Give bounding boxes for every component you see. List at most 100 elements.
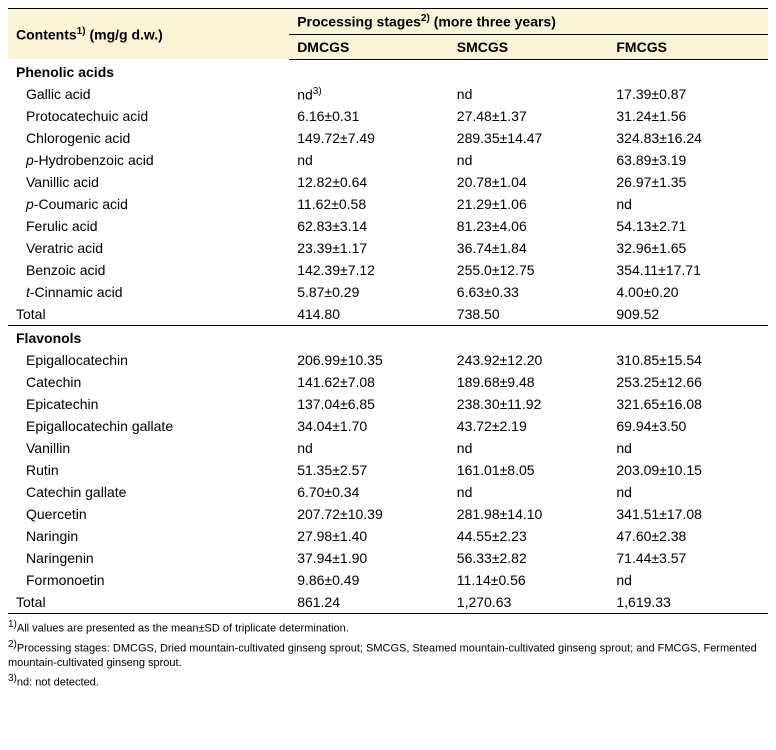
col-dmcgs: DMCGS	[289, 34, 449, 59]
cell-value: nd	[608, 481, 768, 503]
row-label: Formonoetin	[8, 569, 289, 591]
total-label: Total	[8, 303, 289, 326]
cell-value: 27.98±1.40	[289, 525, 449, 547]
row-label: Veratric acid	[8, 237, 289, 259]
cell-value: 11.14±0.56	[449, 569, 609, 591]
row-label: Epigallocatechin gallate	[8, 415, 289, 437]
row-label: Naringenin	[8, 547, 289, 569]
total-label: Total	[8, 591, 289, 614]
row-label: Naringin	[8, 525, 289, 547]
cell-value: 289.35±14.47	[449, 127, 609, 149]
cell-value: 255.0±12.75	[449, 259, 609, 281]
cell-value: nd	[289, 149, 449, 171]
cell-value: 203.09±10.15	[608, 459, 768, 481]
cell-value: 62.83±3.14	[289, 215, 449, 237]
cell-value: 207.72±10.39	[289, 503, 449, 525]
cell-value: 4.00±0.20	[608, 281, 768, 303]
cell-value: 354.11±17.71	[608, 259, 768, 281]
cell-value: 54.13±2.71	[608, 215, 768, 237]
cell-value: 5.87±0.29	[289, 281, 449, 303]
row-label: p-Hydrobenzoic acid	[8, 149, 289, 171]
cell-value: 142.39±7.12	[289, 259, 449, 281]
cell-value: 281.98±14.10	[449, 503, 609, 525]
row-label: Epicatechin	[8, 393, 289, 415]
col-smcgs: SMCGS	[449, 34, 609, 59]
total-value: 909.52	[608, 303, 768, 326]
row-label: Quercetin	[8, 503, 289, 525]
cell-value: 71.44±3.57	[608, 547, 768, 569]
row-label: Catechin	[8, 371, 289, 393]
cell-value: nd	[449, 149, 609, 171]
cell-value: 44.55±2.23	[449, 525, 609, 547]
cell-value: 63.89±3.19	[608, 149, 768, 171]
cell-value: 34.04±1.70	[289, 415, 449, 437]
cell-value: 56.33±2.82	[449, 547, 609, 569]
section-title: Flavonols	[8, 326, 768, 350]
section-title: Phenolic acids	[8, 59, 768, 83]
data-table: Contents1) (mg/g d.w.) Processing stages…	[8, 8, 768, 614]
footnotes: 1)All values are presented as the mean±S…	[8, 618, 768, 690]
footnote-3: 3)nd: not detected.	[8, 672, 768, 691]
total-value: 861.24	[289, 591, 449, 614]
total-value: 738.50	[449, 303, 609, 326]
cell-value: 324.83±16.24	[608, 127, 768, 149]
row-label: Vanillic acid	[8, 171, 289, 193]
cell-value: 12.82±0.64	[289, 171, 449, 193]
cell-value: 189.68±9.48	[449, 371, 609, 393]
cell-value: 81.23±4.06	[449, 215, 609, 237]
cell-value: 253.25±12.66	[608, 371, 768, 393]
cell-value: 26.97±1.35	[608, 171, 768, 193]
row-label: Rutin	[8, 459, 289, 481]
row-label: Benzoic acid	[8, 259, 289, 281]
cell-value: nd	[608, 569, 768, 591]
cell-value: 6.63±0.33	[449, 281, 609, 303]
cell-value: nd	[449, 83, 609, 106]
header-stages: Processing stages2) (more three years)	[289, 9, 768, 35]
cell-value: 6.70±0.34	[289, 481, 449, 503]
cell-value: nd	[608, 193, 768, 215]
cell-value: 238.30±11.92	[449, 393, 609, 415]
row-label: Gallic acid	[8, 83, 289, 106]
cell-value: nd	[449, 481, 609, 503]
row-label: Protocatechuic acid	[8, 105, 289, 127]
row-label: Ferulic acid	[8, 215, 289, 237]
cell-value: 11.62±0.58	[289, 193, 449, 215]
cell-value: 23.39±1.17	[289, 237, 449, 259]
cell-value: 137.04±6.85	[289, 393, 449, 415]
cell-value: nd	[449, 437, 609, 459]
row-label: Chlorogenic acid	[8, 127, 289, 149]
cell-value: 341.51±17.08	[608, 503, 768, 525]
cell-value: 6.16±0.31	[289, 105, 449, 127]
cell-value: nd3)	[289, 83, 449, 106]
cell-value: 47.60±2.38	[608, 525, 768, 547]
table-header: Contents1) (mg/g d.w.) Processing stages…	[8, 9, 768, 60]
cell-value: 51.35±2.57	[289, 459, 449, 481]
cell-value: 21.29±1.06	[449, 193, 609, 215]
cell-value: 149.72±7.49	[289, 127, 449, 149]
cell-value: 321.65±16.08	[608, 393, 768, 415]
cell-value: nd	[608, 437, 768, 459]
cell-value: 31.24±1.56	[608, 105, 768, 127]
row-label: Catechin gallate	[8, 481, 289, 503]
cell-value: 32.96±1.65	[608, 237, 768, 259]
cell-value: nd	[289, 437, 449, 459]
col-fmcgs: FMCGS	[608, 34, 768, 59]
cell-value: 17.39±0.87	[608, 83, 768, 106]
row-label: Vanillin	[8, 437, 289, 459]
total-value: 414.80	[289, 303, 449, 326]
row-label: t-Cinnamic acid	[8, 281, 289, 303]
cell-value: 37.94±1.90	[289, 547, 449, 569]
footnote-1: 1)All values are presented as the mean±S…	[8, 618, 768, 637]
total-value: 1,270.63	[449, 591, 609, 614]
total-value: 1,619.33	[608, 591, 768, 614]
cell-value: 69.94±3.50	[608, 415, 768, 437]
cell-value: 36.74±1.84	[449, 237, 609, 259]
cell-value: 27.48±1.37	[449, 105, 609, 127]
header-contents: Contents1) (mg/g d.w.)	[8, 9, 289, 60]
cell-value: 9.86±0.49	[289, 569, 449, 591]
row-label: Epigallocatechin	[8, 349, 289, 371]
cell-value: 206.99±10.35	[289, 349, 449, 371]
cell-value: 141.62±7.08	[289, 371, 449, 393]
table-body: Phenolic acidsGallic acidnd3)nd17.39±0.8…	[8, 59, 768, 614]
cell-value: 310.85±15.54	[608, 349, 768, 371]
